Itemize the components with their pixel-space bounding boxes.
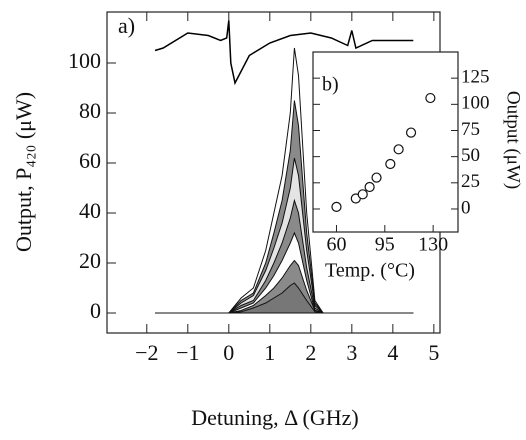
data-point xyxy=(331,201,342,212)
y-tick-label: 0 xyxy=(90,298,101,323)
x-tick-label: 95 xyxy=(375,234,395,256)
y-tick-label: 60 xyxy=(79,148,101,173)
panel-label: a) xyxy=(118,13,135,38)
y-tick-label: 0 xyxy=(461,197,471,218)
x-axis-label: Detuning, Δ (GHz) xyxy=(191,405,359,430)
data-point xyxy=(357,189,368,200)
data-point xyxy=(393,144,404,155)
y-tick-label: 25 xyxy=(461,171,480,192)
data-point xyxy=(385,158,396,170)
x-tick-label: −1 xyxy=(176,340,199,365)
y-tick-label: 100 xyxy=(68,48,101,73)
x-tick-label: 130 xyxy=(418,234,448,256)
y-tick-label: 100 xyxy=(461,93,490,114)
y-tick-label: 80 xyxy=(79,98,101,123)
data-point xyxy=(364,181,375,193)
x-tick-label: 2 xyxy=(305,340,316,365)
data-point xyxy=(371,172,382,183)
data-point xyxy=(405,127,417,138)
y-tick-label: 125 xyxy=(461,67,490,88)
x-tick-label: −2 xyxy=(135,340,158,365)
reference-line xyxy=(154,20,414,86)
y-axis-label: Output, P₄₂₀ (μW) xyxy=(11,92,36,252)
y-tick-label: 20 xyxy=(79,248,101,273)
x-axis-label: Temp. (°C) xyxy=(325,260,415,282)
x-tick-label: 0 xyxy=(223,340,234,365)
y-tick-label: 75 xyxy=(461,119,480,140)
y-axis-label: Output (μW) xyxy=(503,91,524,189)
emission-area xyxy=(155,47,414,314)
x-tick-label: 3 xyxy=(346,340,357,365)
y-tick-label: 40 xyxy=(79,198,101,223)
panel-label: b) xyxy=(322,74,339,96)
x-tick-label: 5 xyxy=(428,340,439,365)
data-point xyxy=(425,92,436,104)
emission-area xyxy=(155,100,414,314)
x-tick-label: 4 xyxy=(387,340,398,365)
x-tick-label: 1 xyxy=(264,340,275,365)
emission-area xyxy=(155,282,414,314)
y-tick-label: 50 xyxy=(461,145,480,166)
x-tick-label: 60 xyxy=(326,234,346,256)
